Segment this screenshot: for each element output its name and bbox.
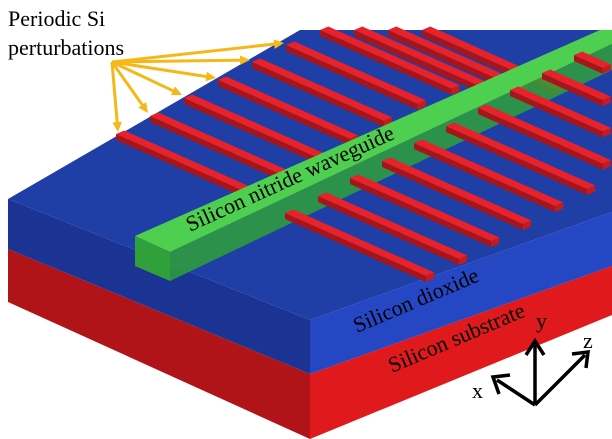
x-axis-label: x xyxy=(472,378,483,403)
perturbation-top-face xyxy=(150,112,290,175)
perturbation-bar xyxy=(478,104,611,170)
perturbation-side-face xyxy=(446,126,587,195)
perturbation-arrows xyxy=(110,39,284,132)
perturbations-label-line2: perturbations xyxy=(8,35,124,60)
y-axis-label: y xyxy=(536,308,547,333)
perturbation-end-face xyxy=(602,96,611,107)
perturbation-side-face xyxy=(510,90,603,138)
perturbation-end-face xyxy=(451,85,460,95)
substrate-side-face xyxy=(8,249,310,439)
perturbation-end-face xyxy=(554,202,564,212)
perturbation-end-face xyxy=(458,255,468,265)
perturbation-side-face xyxy=(285,213,426,282)
perturbation-bar xyxy=(252,58,392,127)
perturbation-side-face xyxy=(478,108,603,170)
arrow-head xyxy=(112,121,122,132)
arrow-line xyxy=(111,42,279,64)
perturbation-bar xyxy=(320,26,460,95)
perturbation-top-face xyxy=(285,209,435,276)
perturbation-end-face xyxy=(602,160,611,170)
perturbation-top-face xyxy=(414,139,564,206)
perturbation-bar xyxy=(285,209,435,282)
perturbation-top-face xyxy=(116,130,256,193)
substrate-front-face xyxy=(310,266,612,439)
perturbation-top-face xyxy=(320,26,460,89)
perturbation-bar xyxy=(542,69,611,107)
perturbations-left xyxy=(116,26,562,199)
perturbation-end-face xyxy=(602,64,611,74)
arrow-head xyxy=(205,71,216,82)
arrow-head xyxy=(171,86,182,96)
y-axis-arrowhead xyxy=(524,337,546,356)
perturbation-bar xyxy=(510,86,611,138)
perturbation-side-face xyxy=(150,116,282,181)
perturbation-bar xyxy=(318,192,468,265)
perturbation-top-face xyxy=(542,69,611,101)
perturbation-top-face xyxy=(350,174,500,241)
arrow-line xyxy=(111,60,178,94)
perturbation-bar xyxy=(382,157,532,230)
perturbation-bar xyxy=(286,41,426,110)
perturbation-top-face xyxy=(286,41,426,104)
perturbation-side-face xyxy=(354,30,486,95)
arrow-line xyxy=(110,61,119,127)
arrow-line xyxy=(110,61,146,109)
arrow-line xyxy=(111,58,245,64)
perturbation-end-face xyxy=(586,185,596,195)
perturbation-end-face xyxy=(425,272,435,282)
perturbation-side-face xyxy=(414,143,555,212)
perturbation-top-face xyxy=(574,51,611,68)
perturbation-top-face xyxy=(388,26,528,89)
arrow-head xyxy=(273,39,284,49)
silicon-substrate xyxy=(8,249,612,439)
perturbation-bar xyxy=(446,122,596,195)
perturbation-bar xyxy=(350,174,500,247)
perturbation-side-face xyxy=(318,196,459,265)
perturbation-top-face xyxy=(318,192,468,259)
perturbation-top-face xyxy=(382,157,532,224)
arrow-head xyxy=(138,102,148,113)
perturbations-right xyxy=(285,51,611,282)
perturbation-side-face xyxy=(388,30,520,95)
perturbation-top-face xyxy=(354,26,494,89)
perturbation-end-face xyxy=(522,220,532,230)
arrow-line xyxy=(111,60,211,79)
waveguide-top-face xyxy=(135,30,612,252)
perturbation-top-face xyxy=(446,122,596,189)
coordinate-axes xyxy=(490,337,591,407)
perturbations-label-line1: Periodic Si xyxy=(8,6,105,31)
perturbation-side-face xyxy=(116,134,248,199)
perturbation-side-face xyxy=(218,80,350,145)
perturbation-side-face xyxy=(320,30,452,95)
perturbation-top-face xyxy=(510,86,611,132)
perturbation-top-face xyxy=(184,94,324,157)
perturbation-end-face xyxy=(602,127,611,138)
x-axis-arrow xyxy=(496,378,536,407)
arrow-head xyxy=(240,55,250,65)
perturbation-side-face xyxy=(252,62,384,127)
perturbation-end-face xyxy=(417,100,426,110)
perturbation-top-face xyxy=(478,104,611,164)
perturbation-side-face xyxy=(286,45,418,110)
perturbation-end-face xyxy=(383,117,392,127)
x-axis-arrowhead xyxy=(490,373,511,395)
perturbation-side-face xyxy=(184,98,316,163)
perturbation-side-face xyxy=(542,73,603,107)
z-axis-label: z xyxy=(583,328,593,353)
perturbation-side-face xyxy=(382,161,523,230)
z-axis-arrowhead xyxy=(571,349,591,369)
oxide-front-face xyxy=(310,212,612,374)
perturbation-top-face xyxy=(252,58,392,121)
perturbation-side-face xyxy=(574,55,603,74)
oxide-side-face xyxy=(8,199,310,374)
perturbation-top-face xyxy=(218,76,358,139)
perturbation-bar xyxy=(414,139,564,212)
z-axis-arrow xyxy=(533,353,587,407)
perturbation-bar xyxy=(574,51,611,74)
waveguide-end-face xyxy=(135,236,170,281)
perturbation-side-face xyxy=(350,178,491,247)
perturbation-end-face xyxy=(490,237,500,247)
